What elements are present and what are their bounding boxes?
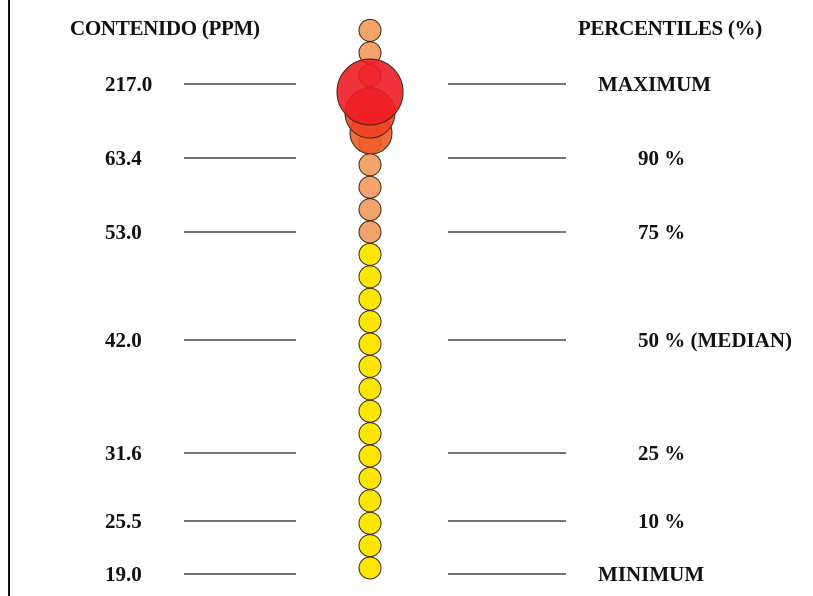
sample-bubble-high <box>358 175 382 199</box>
value-label: 217.0 <box>105 72 152 96</box>
percentiles-header: PERCENTILES (%) <box>578 16 762 40</box>
percentile-label: 75 % <box>638 220 685 244</box>
sample-bubble-low <box>358 377 382 401</box>
sample-bubble-low <box>358 444 382 468</box>
sample-bubble-low <box>358 489 382 513</box>
left-border-line <box>8 0 10 596</box>
sample-bubble-low <box>358 265 382 289</box>
sample-bubble-low <box>358 511 382 535</box>
value-label: 63.4 <box>105 146 142 170</box>
sample-bubble-high <box>358 198 382 222</box>
sample-bubble-low <box>358 310 382 334</box>
sample-bubble-high <box>358 18 382 42</box>
sample-bubble-low <box>358 332 382 356</box>
percentile-label: MINIMUM <box>598 562 704 586</box>
sample-bubble-low <box>358 466 382 490</box>
sample-bubble-low <box>358 242 382 266</box>
sample-bubble-low <box>358 534 382 558</box>
sample-bubble-low <box>358 287 382 311</box>
value-label: 42.0 <box>105 328 142 352</box>
sample-bubble-low <box>358 556 382 580</box>
sample-bubble-low <box>358 354 382 378</box>
percentile-label: 25 % <box>638 441 685 465</box>
value-label: 53.0 <box>105 220 142 244</box>
sample-bubble-low <box>358 422 382 446</box>
percentile-label: 10 % <box>638 509 685 533</box>
content-header: CONTENIDO (PPM) <box>70 16 260 40</box>
sample-bubble-low <box>358 399 382 423</box>
percentile-label: 50 % (MEDIAN) <box>638 328 792 352</box>
sample-bubble-high <box>358 220 382 244</box>
sample-bubble-max <box>336 58 404 126</box>
value-label: 19.0 <box>105 562 142 586</box>
value-label: 25.5 <box>105 509 142 533</box>
percentile-label: 90 % <box>638 146 685 170</box>
value-label: 31.6 <box>105 441 142 465</box>
percentile-label: MAXIMUM <box>598 72 711 96</box>
sample-bubble-high <box>358 153 382 177</box>
